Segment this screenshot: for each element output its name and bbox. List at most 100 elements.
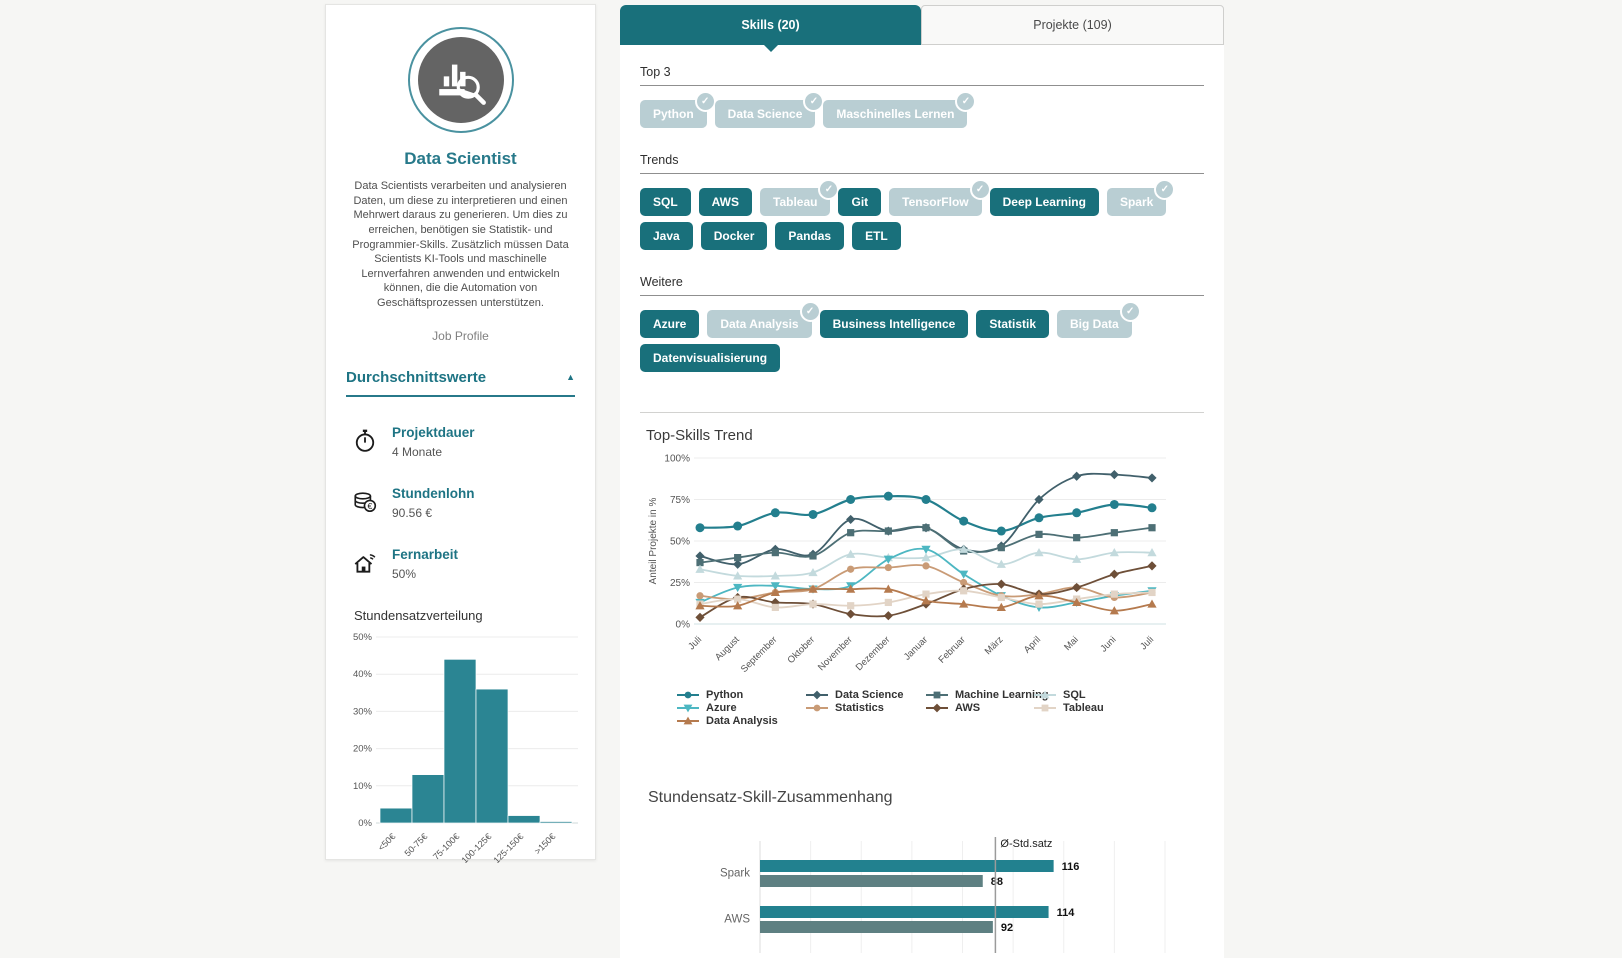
legend-label: SQL <box>1063 689 1086 701</box>
page-title: Data Scientist <box>404 149 517 168</box>
skill-chip-label: SQL <box>653 195 678 209</box>
average-label: Stundenlohn <box>392 485 475 501</box>
svg-text:Juli: Juli <box>1138 634 1156 652</box>
svg-text:>150€: >150€ <box>532 831 557 856</box>
tab-bar: Skills (20) Projekte (109) <box>620 5 1224 45</box>
tab-projekte[interactable]: Projekte (109) <box>921 5 1224 45</box>
skill-chip[interactable]: Java <box>640 222 693 250</box>
svg-text:€: € <box>367 500 372 510</box>
skills-panel: Top 3 Python ✓ Data Science ✓ Maschinelles Le… <box>620 45 1224 958</box>
collapse-caret-icon[interactable]: ▲ <box>566 372 575 383</box>
trend-chart-legend: Python Data Science Machine Learning SQL Azu… <box>676 689 1204 737</box>
legend-item[interactable]: Azure <box>676 702 737 714</box>
legend-item[interactable]: Python <box>676 689 743 701</box>
skill-chip[interactable]: Tableau ✓ <box>760 179 840 216</box>
skill-chip[interactable]: Maschinelles Lernen ✓ <box>823 91 977 128</box>
svg-text:März: März <box>983 634 1006 657</box>
legend-item[interactable]: Statistics <box>805 702 884 714</box>
top-skills-trend-chart: 0% 25% 50% 75% 100% Anteil Projekte in % Juli A… <box>640 448 1204 685</box>
skill-chip[interactable]: Big Data ✓ <box>1057 301 1141 338</box>
svg-text:April: April <box>1022 634 1043 655</box>
skill-chip[interactable]: Python ✓ <box>640 91 716 128</box>
skill-chip-label: Deep Learning <box>1002 195 1086 209</box>
svg-text:November: November <box>816 634 855 673</box>
check-icon: ✓ <box>969 179 991 200</box>
skill-chip[interactable]: Data Analysis ✓ <box>707 301 821 338</box>
legend-item[interactable]: SQL <box>1033 689 1086 701</box>
skill-chip[interactable]: AWS <box>698 188 753 216</box>
skill-chip[interactable]: ETL <box>852 222 901 250</box>
legend-item[interactable]: Machine Learning <box>925 689 1049 701</box>
svg-text:Juni: Juni <box>1098 634 1118 654</box>
data-analysis-icon <box>417 37 504 123</box>
legend-label: Machine Learning <box>955 689 1049 701</box>
svg-text:40%: 40% <box>353 669 373 680</box>
averages-heading: Durchschnittswerte <box>346 368 487 386</box>
skill-chip-label: Git <box>851 195 869 209</box>
check-icon: ✓ <box>1119 301 1141 322</box>
svg-text:75-100€: 75-100€ <box>431 831 461 861</box>
skill-chip[interactable]: Deep Learning <box>989 188 1099 216</box>
legend-item[interactable]: Tableau <box>1033 702 1104 714</box>
check-icon: ✓ <box>803 91 825 112</box>
svg-text:AWS: AWS <box>724 914 750 926</box>
skill-chip-label: Spark <box>1119 195 1154 209</box>
stopwatch-icon <box>352 428 378 459</box>
skill-chip[interactable]: Pandas <box>775 222 845 250</box>
skill-chip[interactable]: Data Science ✓ <box>714 91 825 128</box>
svg-text:Februar: Februar <box>936 634 967 665</box>
profile-card: Data Scientist Data Scientists verarbeit… <box>325 4 596 865</box>
rate-skill-chart: Spark 116 88 AWS 114 92 Ø-Std.satz <box>646 813 1204 958</box>
svg-text:Dezember: Dezember <box>854 634 893 673</box>
tab-label: Projekte (109) <box>1033 18 1112 32</box>
home-wifi-icon <box>352 550 378 581</box>
skill-chip[interactable]: Business Intelligence <box>819 310 969 338</box>
skill-chip-label: Java <box>653 229 680 243</box>
skill-chip[interactable]: Docker <box>700 222 768 250</box>
skill-chip[interactable]: Git <box>838 188 882 216</box>
svg-text:114: 114 <box>1057 907 1076 919</box>
skill-chip[interactable]: Azure <box>640 310 700 338</box>
average-value: 4 Monate <box>392 444 443 459</box>
section-title: Top 3 <box>640 65 671 79</box>
skill-chip-label: Data Science <box>727 107 803 121</box>
skill-chip[interactable]: Spark ✓ <box>1106 179 1176 216</box>
skill-chip-label: Pandas <box>788 229 832 243</box>
svg-text:92: 92 <box>1001 922 1013 934</box>
svg-text:30%: 30% <box>353 706 373 717</box>
skill-chip[interactable]: SQL <box>640 188 691 216</box>
chip-row: Python ✓ Data Science ✓ Maschinelles Lernen ✓ <box>640 91 1204 128</box>
skill-chip[interactable]: Datenvisualisierung <box>640 344 781 372</box>
coins-icon: € <box>352 489 378 520</box>
svg-text:0%: 0% <box>676 620 691 631</box>
skill-chip-label: AWS <box>711 195 740 209</box>
average-value: 90.56 € <box>392 505 433 520</box>
skill-chip-label: Python <box>653 107 694 121</box>
skill-chip-label: Data Analysis <box>720 317 799 331</box>
svg-text:50%: 50% <box>353 632 373 643</box>
legend-item[interactable]: AWS <box>925 702 980 714</box>
legend-item[interactable]: Data Analysis <box>676 715 778 727</box>
legend-label: Python <box>706 689 744 701</box>
legend-item[interactable]: Data Science <box>805 689 903 701</box>
svg-text:August: August <box>713 634 742 663</box>
skill-chip[interactable]: Statistik <box>976 310 1050 338</box>
legend-label: Azure <box>706 702 737 714</box>
skill-chip-label: Tableau <box>773 195 818 209</box>
tab-skills[interactable]: Skills (20) <box>620 5 921 45</box>
check-icon: ✓ <box>694 91 716 112</box>
section-rule <box>640 85 1204 86</box>
skill-chip[interactable]: TensorFlow ✓ <box>889 179 991 216</box>
svg-text:20%: 20% <box>353 743 373 754</box>
averages-header[interactable]: Durchschnittswerte ▲ <box>346 369 575 397</box>
check-icon: ✓ <box>1154 179 1176 200</box>
svg-text:Ø-Std.satz: Ø-Std.satz <box>1000 838 1052 850</box>
legend-label: Tableau <box>1063 702 1104 714</box>
skill-chip-label: Statistik <box>989 317 1037 331</box>
check-icon: ✓ <box>799 301 821 322</box>
average-label: Projektdauer <box>392 424 475 440</box>
svg-text:0%: 0% <box>358 818 372 829</box>
skill-chip-label: Azure <box>653 317 687 331</box>
svg-text:50%: 50% <box>670 537 690 548</box>
skill-chip-label: ETL <box>865 229 888 243</box>
